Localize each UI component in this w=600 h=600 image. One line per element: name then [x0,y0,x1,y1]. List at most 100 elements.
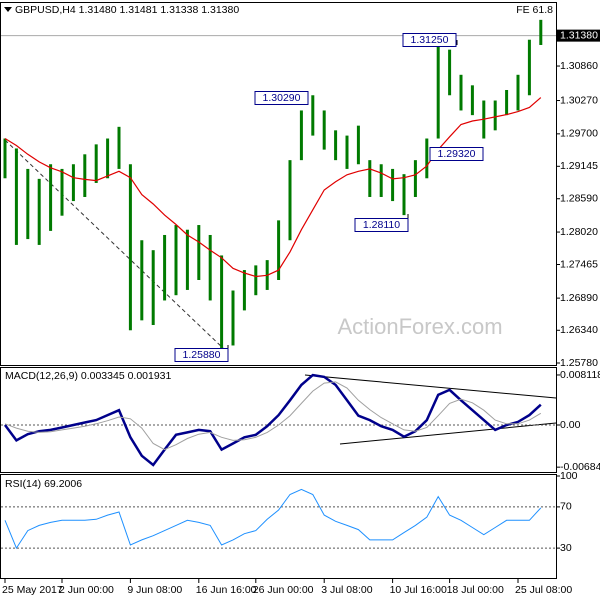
y-tick-label: 30 [560,542,572,554]
price-panel [0,2,557,366]
indicator-line [4,381,542,451]
price-bar [288,160,292,241]
price-bar [505,89,509,116]
price-bar [231,290,235,346]
price-bar [334,130,338,161]
macd-title: MACD(12,26,9) 0.003345 0.001931 [5,370,172,382]
moving-average [4,97,542,278]
annotation-label: 1.30290 [263,92,301,104]
x-tick-label: 25 May 2017 [2,584,63,596]
price-bar [448,49,452,96]
price-bar [470,85,474,116]
price-bar [140,240,144,321]
annotation-label: 1.25880 [183,349,221,361]
annotation-label: 1.28110 [363,219,400,231]
price-bar [368,160,372,197]
macd-trend-upper [304,374,557,399]
y-tick-label: 1.30860 [560,60,598,72]
price-bar [322,110,326,150]
price-bar [413,160,417,197]
price-bar [220,255,224,355]
price-bar [208,234,212,301]
x-tick-label: 2 Jun 00:00 [59,584,114,596]
price-bar [459,74,463,111]
y-tick-label: 1.28020 [560,226,598,238]
current-price-label: 1.31380 [560,29,598,41]
price-bar [14,148,18,245]
price-bar [493,100,497,131]
price-bar [106,138,110,179]
rsi-panel [0,474,557,579]
y-tick-label: 70 [560,501,572,513]
current-price-box [557,29,600,42]
y-tick-label: 0.00 [560,419,581,431]
price-bar [94,144,98,183]
price-bar [356,125,360,165]
price-bar [3,138,7,179]
x-tick-label: 25 Jul 08:00 [515,584,572,596]
trend-line [4,139,226,351]
indicator-line [3,373,542,467]
x-tick-label: 10 Jul 16:00 [390,584,447,596]
price-bar [83,154,87,197]
indicator-line [4,488,542,550]
price-bar [311,95,315,136]
price-bar [71,164,75,202]
y-tick-label: 1.25780 [560,357,598,369]
price-bar [128,164,132,331]
y-tick-label: 100 [560,470,578,482]
price-bar [151,250,155,326]
rsi-title: RSI(14) 69.2006 [5,478,82,490]
y-tick-label: 1.26340 [560,324,598,336]
annotation-label: 1.31250 [411,34,449,46]
price-bar [516,74,520,111]
menu-triangle [4,7,12,12]
x-tick-label: 16 Jun 16:00 [196,584,257,596]
x-tick-label: 26 Jun 00:00 [253,584,314,596]
macd-trend-lower [339,422,557,445]
price-bar [242,270,246,311]
price-bar [436,39,440,139]
price-bar [117,126,121,169]
price-bar [37,178,41,245]
price-bar [60,168,64,216]
x-tick-label: 18 Jul 00:00 [447,584,504,596]
price-bar [391,168,395,202]
chart-title: GBPUSD,H4 1.31480 1.31481 1.31338 1.3138… [15,4,239,16]
price-bar [174,225,178,296]
price-bar [277,220,281,280]
y-tick-label: 1.29145 [560,160,598,172]
price-bar [197,225,201,280]
y-tick-label: 1.28590 [560,193,598,205]
annotation-label: 1.29320 [438,148,476,160]
price-bar [527,39,531,96]
fe-note: FE 61.8 [516,4,553,16]
price-bar [163,234,167,301]
price-bar [49,164,53,231]
x-tick-label: 3 Jul 08:00 [321,584,373,596]
annotation-box [254,91,309,105]
annotation-box [354,218,409,232]
annotation-box [429,147,484,161]
price-bar [379,164,383,197]
y-tick-label: 1.29700 [560,128,598,140]
x-tick-label: 9 Jun 08:00 [127,584,182,596]
price-bar [539,19,543,45]
y-tick-label: 1.30270 [560,94,598,106]
y-tick-label: -0.006844 [560,461,600,473]
annotation-box [402,33,457,47]
price-bar [345,135,349,169]
macd-panel [0,367,557,473]
price-bar [254,265,258,296]
price-bar [425,138,429,179]
price-bar [26,168,30,240]
price-bar [185,229,189,290]
price-bar [402,174,406,216]
annotation-box [174,348,229,362]
y-tick-label: 1.26890 [560,292,598,304]
y-tick-label: 0.008118 [560,369,600,381]
watermark: ActionForex.com [337,314,502,339]
price-bar [299,110,303,161]
